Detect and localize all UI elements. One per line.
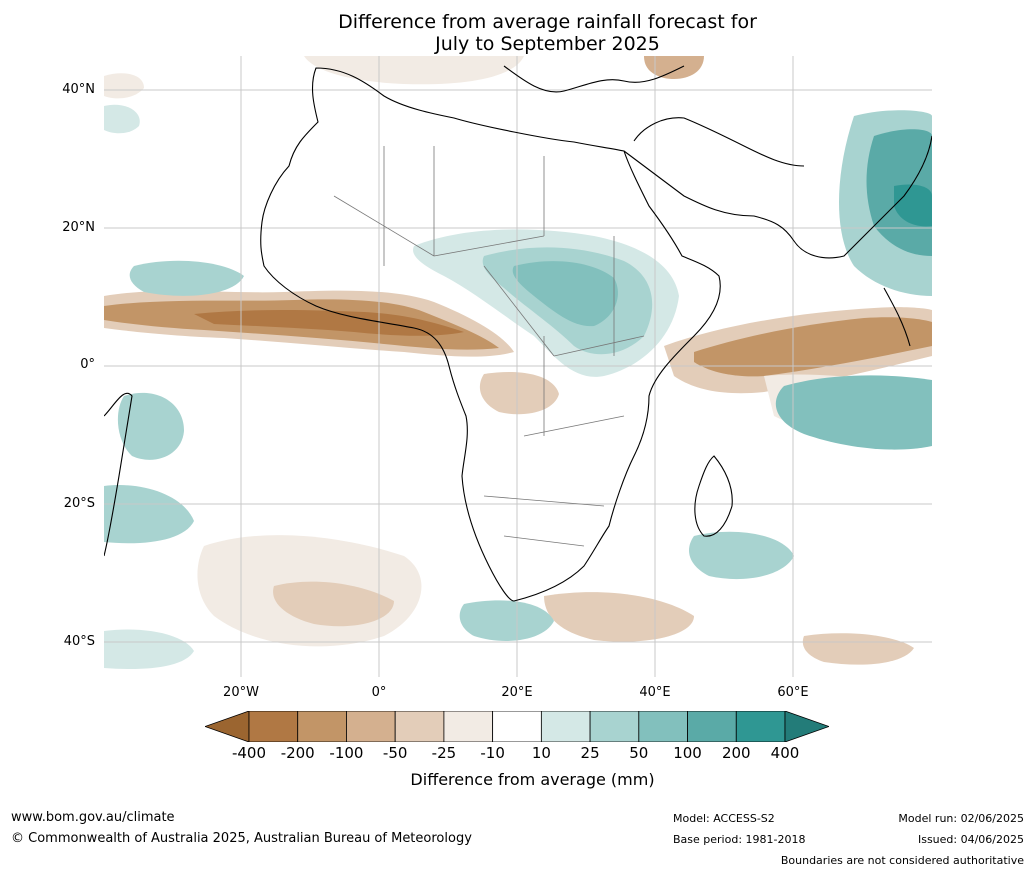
colorbar-tick-label: 10 <box>531 744 551 762</box>
colorbar-cell <box>248 711 299 742</box>
footer-model-run: Model run: 02/06/2025 <box>898 812 1024 825</box>
colorbar-tick-label: -25 <box>431 744 457 762</box>
footer-issued: Issued: 04/06/2025 <box>917 833 1024 846</box>
footer-copyright: © Commonwealth of Australia 2025, Austra… <box>11 831 472 846</box>
map-title-line-1: Difference from average rainfall forecas… <box>338 11 757 33</box>
colorbar-cell <box>297 711 347 742</box>
colorbar-tick-label: 200 <box>721 744 751 762</box>
footer-model: Model: ACCESS-S2 <box>673 812 775 825</box>
colorbar-tick-label: -400 <box>231 744 267 762</box>
colorbar-tick-label: 25 <box>580 744 600 762</box>
colorbar-cell <box>443 711 494 742</box>
footer-base-period: Base period: 1981-2018 <box>673 833 806 846</box>
anomaly-contours <box>104 56 932 670</box>
colorbar-tick-label: 400 <box>770 744 800 762</box>
gridlines <box>104 56 932 677</box>
colorbar-cell <box>735 711 786 742</box>
rainfall-anomaly-map <box>104 56 932 677</box>
colorbar <box>205 711 829 742</box>
footer-disclaimer: Boundaries are not considered authoritat… <box>780 854 1024 867</box>
footer-url[interactable]: www.bom.gov.au/climate <box>11 810 175 825</box>
colorbar-label: Difference from average (mm) <box>410 770 655 789</box>
colorbar-tick-label: 50 <box>629 744 649 762</box>
lat-label-20n: 20°N <box>62 220 95 235</box>
colorbar-tick-label: -50 <box>382 744 408 762</box>
country-borders <box>333 146 645 547</box>
colorbar-cap-max <box>784 711 829 742</box>
lat-label-40n: 40°N <box>62 82 95 97</box>
lon-label-40e: 40°E <box>639 685 671 700</box>
lon-label-60e: 60°E <box>777 685 809 700</box>
lon-label-20e: 20°E <box>501 685 533 700</box>
colorbar-tick-label: 100 <box>673 744 702 762</box>
colorbar-cell <box>492 711 542 742</box>
colorbar-cap-min <box>205 711 250 742</box>
lon-label-20w: 20°W <box>223 685 259 700</box>
lat-label-equator: 0° <box>80 357 95 372</box>
lon-label-0: 0° <box>371 685 387 700</box>
lat-label-20s: 20°S <box>63 496 95 511</box>
map-title-line-2: July to September 2025 <box>435 33 660 55</box>
colorbar-cell <box>540 711 591 742</box>
colorbar-cell <box>687 711 737 742</box>
colorbar-cell <box>394 711 445 742</box>
coastlines <box>104 65 932 602</box>
colorbar-cell <box>638 711 688 742</box>
colorbar-cell <box>589 711 640 742</box>
colorbar-tick-label: -200 <box>280 744 315 762</box>
colorbar-cell <box>346 711 396 742</box>
colorbar-tick-label: -10 <box>480 744 505 762</box>
colorbar-tick-label: -100 <box>329 744 364 762</box>
lat-label-40s: 40°S <box>63 634 95 649</box>
